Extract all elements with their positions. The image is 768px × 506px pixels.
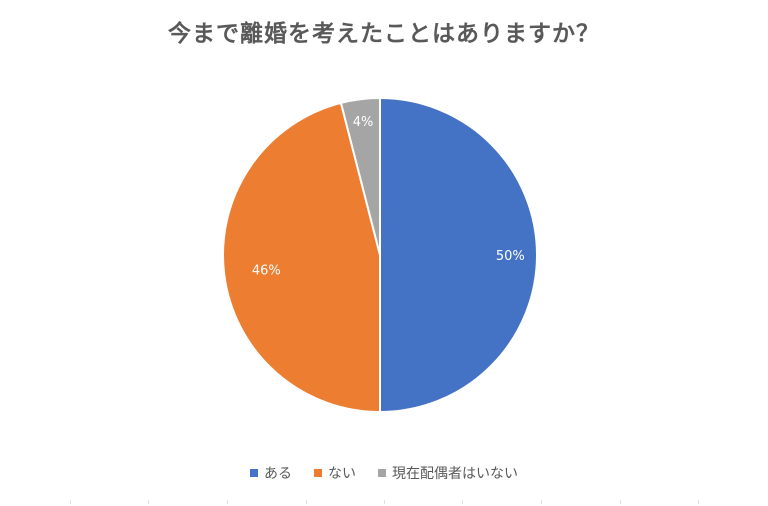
tick-mark — [620, 500, 621, 504]
data-label-no-spouse: 4% — [353, 115, 374, 130]
legend: ある ない 現在配偶者はいない — [0, 463, 768, 483]
legend-label-nai: ない — [328, 463, 356, 483]
tick-mark — [384, 500, 385, 504]
legend-swatch-nai — [314, 469, 322, 477]
tick-mark — [70, 500, 71, 504]
legend-label-aru: ある — [264, 463, 292, 483]
tick-mark — [698, 500, 699, 504]
legend-label-no-spouse: 現在配偶者はいない — [392, 463, 518, 483]
legend-item-nai: ない — [314, 463, 356, 483]
tick-mark — [462, 500, 463, 504]
data-label-nai: 46% — [252, 263, 281, 278]
tick-mark — [306, 500, 307, 504]
tick-mark — [148, 500, 149, 504]
legend-item-no-spouse: 現在配偶者はいない — [378, 463, 518, 483]
legend-swatch-aru — [250, 469, 258, 477]
legend-swatch-no-spouse — [378, 469, 386, 477]
data-label-aru: 50% — [496, 249, 525, 264]
legend-item-aru: ある — [250, 463, 292, 483]
axis-ticks — [0, 500, 768, 506]
tick-mark — [541, 500, 542, 504]
tick-mark — [227, 500, 228, 504]
